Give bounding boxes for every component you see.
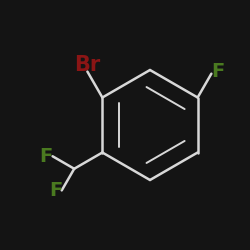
Text: F: F xyxy=(49,181,62,200)
Text: F: F xyxy=(211,62,224,81)
Text: Br: Br xyxy=(74,55,101,75)
Text: F: F xyxy=(40,147,53,166)
